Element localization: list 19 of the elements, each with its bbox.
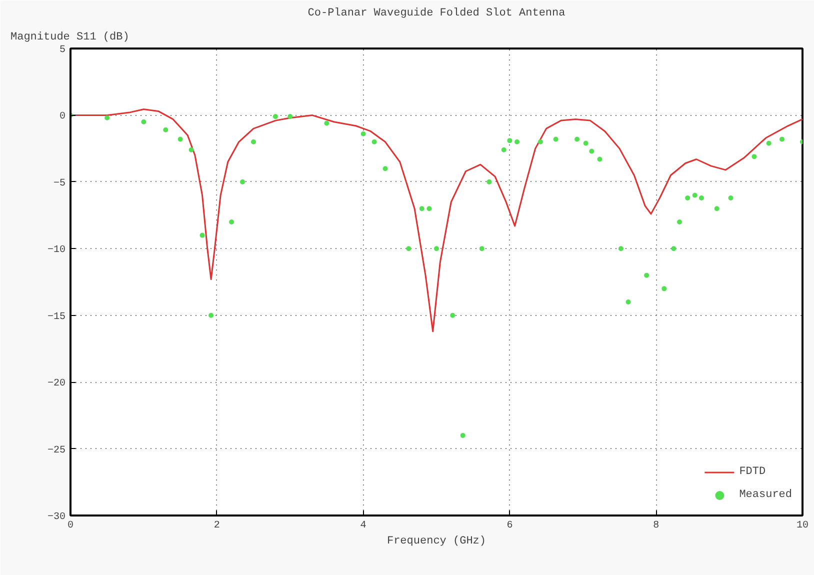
x-tick-label: 6 [506, 520, 513, 532]
x-tick-label: 10 [796, 520, 809, 532]
y-tick-label: −10 [47, 245, 66, 256]
x-tick-label: 4 [360, 520, 366, 532]
chart-title: Co-Planar Waveguide Folded Slot Antenna [308, 8, 566, 20]
y-tick-label: −30 [47, 512, 66, 523]
y-tick-label: −15 [47, 312, 66, 323]
y-tick-label: 0 [60, 112, 66, 123]
y-tick-label: −5 [54, 178, 66, 190]
legend-label: Measured [739, 489, 792, 501]
legend-label: FDTD [739, 466, 766, 478]
x-tick-label: 8 [653, 520, 660, 532]
x-tick-label: 2 [214, 520, 220, 532]
x-tick-label: 0 [68, 520, 74, 532]
y-axis-title: Magnitude S11 (dB) [10, 32, 130, 44]
y-tick-label: 5 [60, 45, 66, 56]
y-tick-label: −20 [47, 378, 66, 390]
y-tick-label: −25 [47, 445, 66, 456]
x-axis-title: Frequency (GHz) [386, 536, 486, 548]
